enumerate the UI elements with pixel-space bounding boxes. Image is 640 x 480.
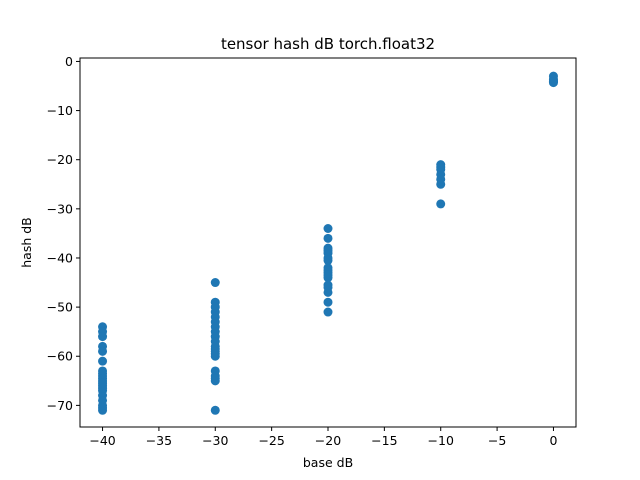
data-point (323, 287, 333, 297)
data-point (210, 349, 220, 359)
data-point (323, 223, 333, 233)
data-point (323, 270, 333, 280)
x-axis-label: base dB (303, 455, 353, 470)
x-tick-label: −40 (89, 433, 115, 448)
data-point (210, 373, 220, 383)
x-tick-label: −30 (202, 433, 228, 448)
data-point (210, 405, 220, 415)
y-tick-label: −20 (47, 152, 73, 167)
data-point (98, 395, 108, 405)
data-point (98, 332, 108, 342)
y-axis-label: hash dB (19, 217, 34, 268)
data-point (210, 278, 220, 288)
y-tick-label: −70 (47, 398, 73, 413)
data-point (98, 383, 108, 393)
y-tick-label: 0 (65, 54, 73, 69)
y-axis: 0 −10 −20 −30 −40 −50 −60 −70 (47, 54, 80, 413)
x-tick-label: −25 (258, 433, 284, 448)
y-tick-label: −60 (47, 349, 73, 364)
x-tick-label: −15 (371, 433, 397, 448)
data-point (323, 233, 333, 243)
data-point (210, 302, 220, 312)
x-axis: −40 −35 −30 −25 −20 −15 −10 −5 0 (89, 427, 557, 448)
y-tick-label: −30 (47, 201, 73, 216)
x-tick-label: −10 (428, 433, 454, 448)
data-point (98, 403, 108, 413)
data-point (323, 255, 333, 265)
data-point (98, 346, 108, 356)
data-point (323, 246, 333, 256)
x-tick-label: 0 (549, 433, 557, 448)
data-point (323, 280, 333, 290)
data-point (98, 356, 108, 366)
data-point (436, 179, 446, 189)
y-tick-label: −40 (47, 250, 73, 265)
data-point (436, 199, 446, 209)
data-points (98, 71, 558, 415)
x-tick-label: −35 (146, 433, 172, 448)
data-point (210, 337, 220, 347)
x-tick-label: −20 (315, 433, 341, 448)
y-tick-label: −50 (47, 300, 73, 315)
x-tick-label: −5 (488, 433, 506, 448)
data-point (436, 162, 446, 172)
y-tick-label: −10 (47, 103, 73, 118)
chart-title: tensor hash dB torch.float32 (221, 35, 435, 53)
data-point (323, 297, 333, 307)
data-point (548, 77, 558, 87)
data-point (323, 307, 333, 317)
